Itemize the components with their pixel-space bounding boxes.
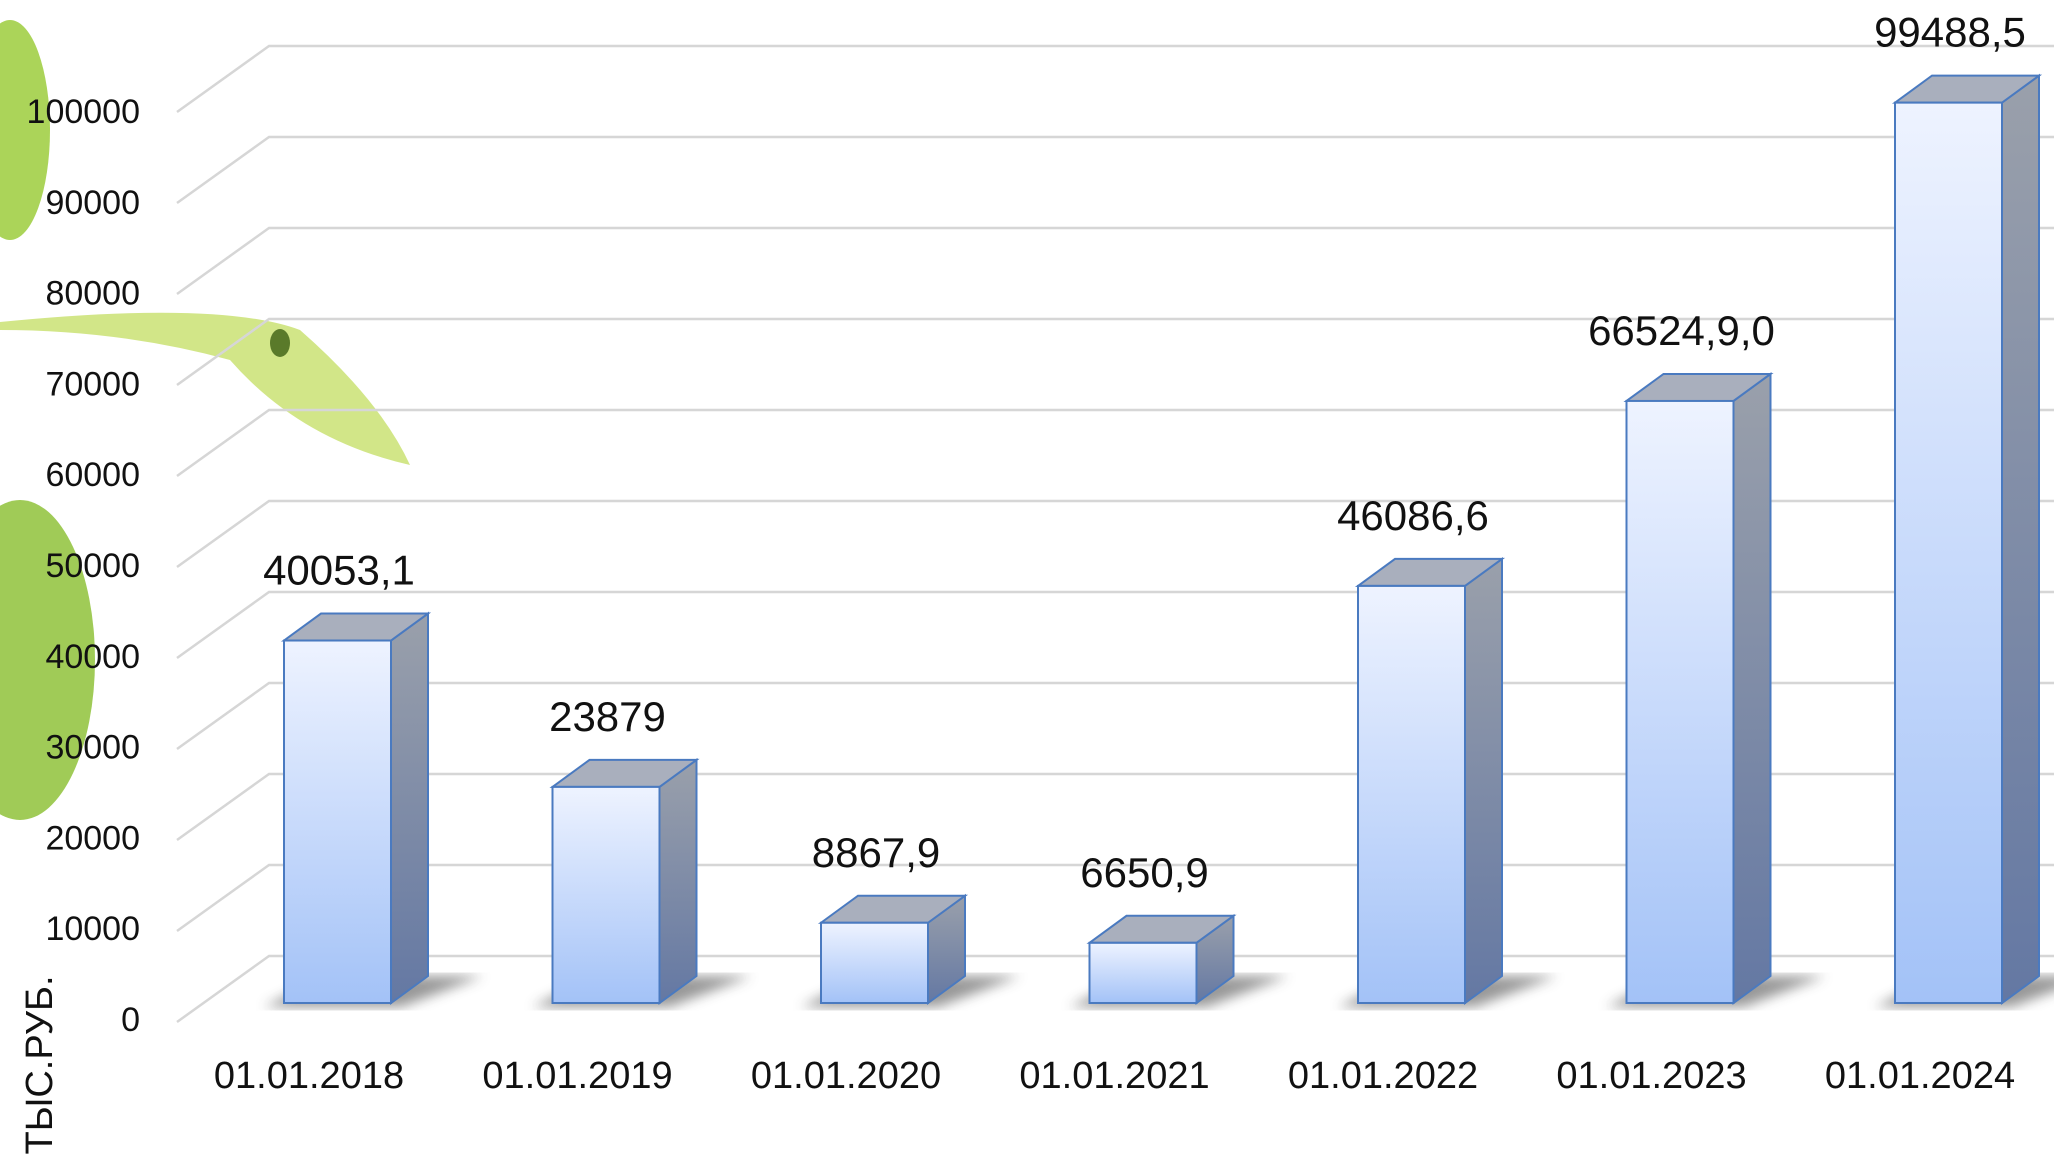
decoration xyxy=(0,20,410,820)
y-tick-label: 40000 xyxy=(45,638,140,676)
y-tick-label: 30000 xyxy=(45,729,140,767)
y-tick-label: 100000 xyxy=(27,93,140,131)
grid-line xyxy=(176,408,2054,478)
bar-side xyxy=(658,757,698,1005)
y-tick-label: 70000 xyxy=(45,365,140,403)
bar-side xyxy=(1732,371,1772,1005)
y-tick-label: 80000 xyxy=(45,275,140,313)
y-tick-label: 10000 xyxy=(45,910,140,948)
bar xyxy=(1357,584,1466,1004)
x-tick-label: 01.01.2022 xyxy=(1288,1055,1478,1097)
value-label: 6650,9 xyxy=(1080,849,1208,896)
y-tick-label: 50000 xyxy=(45,547,140,585)
value-label: 8867,9 xyxy=(812,829,940,876)
x-tick-label: 01.01.2024 xyxy=(1825,1055,2015,1097)
x-tick-label: 01.01.2018 xyxy=(214,1055,404,1097)
grid-line xyxy=(176,590,2054,660)
grid-line xyxy=(176,317,2054,387)
value-label: 99488,5 xyxy=(1874,9,2026,56)
bar xyxy=(1894,101,2003,1004)
bar-side xyxy=(2001,73,2040,1005)
y-axis-label: ТЫС.РУБ. xyxy=(19,976,61,1155)
value-label: 46086,6 xyxy=(1337,492,1489,539)
grid-line xyxy=(176,772,2054,842)
y-tick-label: 20000 xyxy=(45,819,140,857)
grid-line xyxy=(176,44,2054,114)
bar xyxy=(1625,399,1735,1004)
grid-line xyxy=(176,681,2054,751)
bar xyxy=(820,921,929,1004)
x-tick-label: 01.01.2019 xyxy=(482,1055,672,1097)
y-tick-label: 0 xyxy=(121,1001,140,1039)
y-tick-label: 90000 xyxy=(45,184,140,222)
x-tick-label: 01.01.2021 xyxy=(1019,1055,1209,1097)
bar xyxy=(1088,941,1198,1004)
bar xyxy=(551,785,661,1004)
grid-line xyxy=(176,135,2054,205)
bar xyxy=(283,639,392,1005)
bar-side xyxy=(1464,556,1503,1005)
bar-side xyxy=(390,611,429,1005)
grid-line xyxy=(176,499,2054,569)
x-tick-label: 01.01.2020 xyxy=(751,1055,941,1097)
grid-line xyxy=(176,226,2054,296)
value-label: 23879 xyxy=(549,693,666,740)
y-tick-label: 60000 xyxy=(45,456,140,494)
value-label: 66524,9,0 xyxy=(1588,307,1775,354)
value-label: 40053,1 xyxy=(263,547,415,594)
x-tick-label: 01.01.2023 xyxy=(1556,1055,1746,1097)
